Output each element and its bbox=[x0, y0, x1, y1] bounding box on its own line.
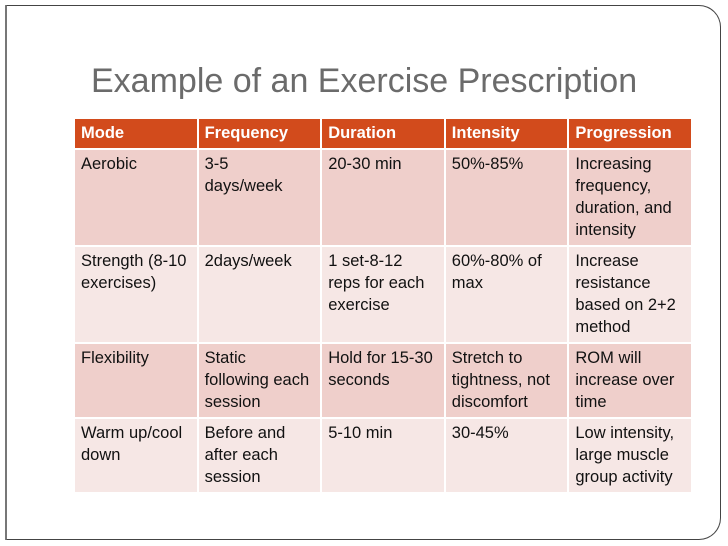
cell-progression: ROM will increase over time bbox=[567, 342, 693, 419]
header-mode: Mode bbox=[73, 117, 199, 150]
table-row: Aerobic 3-5 days/week 20-30 min 50%-85% … bbox=[73, 148, 693, 247]
slide-title: Example of an Exercise Prescription bbox=[91, 62, 638, 100]
cell-duration: 20-30 min bbox=[320, 148, 446, 247]
cell-duration: 5-10 min bbox=[320, 417, 446, 494]
table-row: Strength (8-10 exercises) 2days/week 1 s… bbox=[73, 245, 693, 344]
cell-intensity: 60%-80% of max bbox=[443, 245, 570, 344]
cell-progression: Increasing frequency, duration, and inte… bbox=[567, 148, 693, 247]
header-frequency: Frequency bbox=[196, 117, 323, 150]
header-progression: Progression bbox=[567, 117, 693, 150]
cell-intensity: Stretch to tightness, not discomfort bbox=[443, 342, 570, 419]
header-intensity: Intensity bbox=[443, 117, 570, 150]
cell-mode: Strength (8-10 exercises) bbox=[73, 245, 199, 344]
cell-duration: Hold for 15-30 seconds bbox=[320, 342, 446, 419]
table-header-row: Mode Frequency Duration Intensity Progre… bbox=[73, 117, 693, 150]
exercise-prescription-table: Mode Frequency Duration Intensity Progre… bbox=[73, 117, 693, 494]
cell-duration: 1 set-8-12 reps for each exercise bbox=[320, 245, 446, 344]
cell-frequency: Static following each session bbox=[196, 342, 323, 419]
cell-intensity: 50%-85% bbox=[443, 148, 570, 247]
cell-progression: Low intensity, large muscle group activi… bbox=[567, 417, 693, 494]
cell-progression: Increase resistance based on 2+2 method bbox=[567, 245, 693, 344]
cell-mode: Warm up/cool down bbox=[73, 417, 199, 494]
cell-intensity: 30-45% bbox=[443, 417, 570, 494]
cell-mode: Aerobic bbox=[73, 148, 199, 247]
cell-frequency: Before and after each session bbox=[196, 417, 323, 494]
cell-frequency: 2days/week bbox=[196, 245, 323, 344]
cell-mode: Flexibility bbox=[73, 342, 199, 419]
slide-frame bbox=[5, 5, 721, 540]
table-row: Warm up/cool down Before and after each … bbox=[73, 417, 693, 494]
header-duration: Duration bbox=[320, 117, 446, 150]
table-row: Flexibility Static following each sessio… bbox=[73, 342, 693, 419]
cell-frequency: 3-5 days/week bbox=[196, 148, 323, 247]
